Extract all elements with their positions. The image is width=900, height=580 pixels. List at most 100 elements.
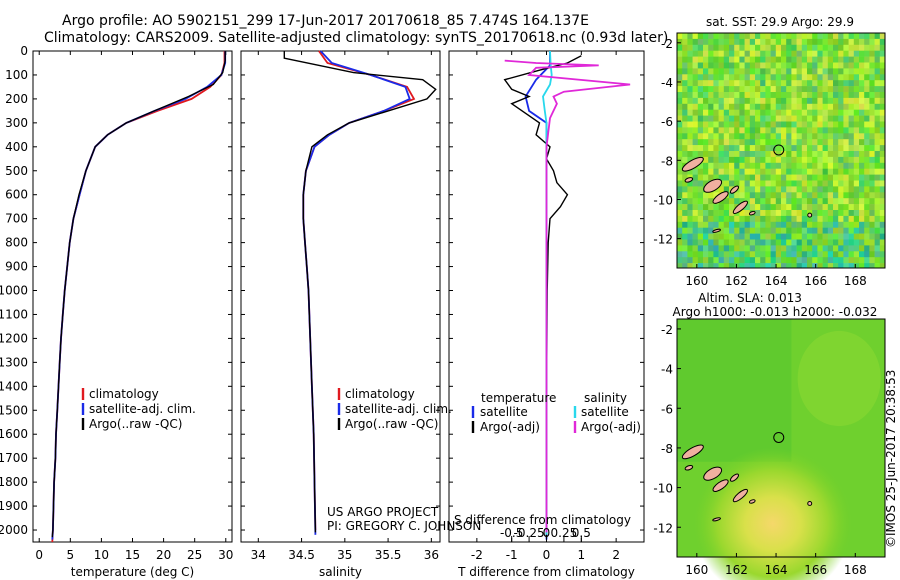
sst_map-cell — [843, 162, 849, 169]
sst_map-cell — [838, 251, 844, 258]
sst_map-cell — [874, 151, 881, 158]
sst_map-cell — [749, 50, 756, 57]
sla_map-field — [677, 319, 885, 580]
difference-stick-label: -0.5 — [500, 526, 523, 540]
sst_map-cell — [822, 62, 829, 69]
sst_map-cell — [796, 162, 803, 169]
sst_map-cell — [879, 210, 886, 217]
sst_map-cell — [864, 80, 870, 87]
sst_map-cell — [713, 139, 719, 146]
salinity-series-argo-raw-qc- — [283, 51, 437, 533]
sst_map-cell — [718, 245, 725, 252]
sst_map-cell — [781, 156, 787, 164]
sst_map-cell — [770, 80, 777, 87]
sst_map-cell — [739, 221, 745, 228]
sst_map-cell — [703, 121, 709, 128]
sst_map-cell — [703, 204, 709, 211]
sst_map-cell — [796, 180, 803, 187]
sst_map-cell — [723, 245, 730, 252]
sst_map-cell — [760, 127, 766, 134]
sst_map-cell — [853, 38, 860, 46]
sst_map-cell — [838, 62, 844, 69]
sst_map-cell — [848, 115, 855, 122]
sst_map-cell — [708, 227, 714, 234]
sst_map-cell — [739, 74, 745, 81]
temperature-xtick-label: 20 — [156, 548, 171, 562]
sst_map-cell — [827, 74, 834, 81]
sst_map-xtick-label: 160 — [685, 274, 708, 288]
sst_map-ytick-label: -8 — [661, 154, 673, 168]
sst_map-cell — [807, 127, 813, 134]
sst_map-cell — [708, 174, 714, 181]
sst_map-cell — [734, 151, 740, 158]
sst_map-cell — [682, 239, 688, 246]
sst_map-cell — [874, 227, 881, 234]
sst_map-cell — [817, 192, 823, 199]
sst_map-cell — [848, 97, 855, 105]
sst_map-cell — [791, 62, 797, 69]
sst_map-cell — [801, 145, 808, 152]
sst_map-cell — [682, 115, 688, 122]
sst_map-cell — [734, 227, 740, 234]
sst_map-cell — [833, 239, 839, 246]
sst_map-cell — [801, 62, 808, 69]
sst_map-cell — [807, 186, 813, 193]
sst_map-cell — [801, 56, 808, 63]
sst_map-cell — [781, 210, 787, 217]
sst_map-cell — [697, 221, 704, 228]
sst_map-cell — [687, 186, 693, 193]
sst_map-cell — [765, 86, 771, 93]
sst_map-cell — [879, 139, 886, 146]
sst_map-cell — [879, 145, 886, 152]
temperature-xtick-label: 25 — [187, 548, 202, 562]
sst_map-cell — [791, 127, 797, 134]
sst_map-cell — [869, 174, 875, 181]
sst_map-cell — [692, 62, 699, 69]
sst_map-cell — [869, 74, 875, 81]
sla_map-shade — [677, 319, 792, 462]
sst_map-cell — [729, 92, 735, 99]
sst_map-cell — [853, 62, 860, 69]
salinity-xtick-label: 34.5 — [288, 548, 315, 562]
sst_map-cell — [801, 50, 808, 57]
sst_map-cell — [692, 245, 699, 252]
sst_map-cell — [838, 145, 844, 152]
sst_map-cell — [807, 192, 813, 199]
sst_map-cell — [765, 38, 771, 46]
sst_map-cell — [687, 245, 693, 252]
sst_map-cell — [791, 92, 797, 99]
sst_map-cell — [791, 227, 797, 234]
sst_map-cell — [703, 115, 709, 122]
sst_map-cell — [755, 186, 761, 193]
sst_map-cell — [801, 109, 808, 116]
sst_map-cell — [677, 86, 683, 93]
sst_map-cell — [781, 62, 787, 69]
sst_map-cell — [697, 33, 704, 40]
sst_map-cell — [827, 198, 834, 205]
difference-xlabel: T difference from climatology — [457, 565, 635, 579]
sst_map-cell — [775, 133, 782, 140]
sst_map-cell — [853, 239, 860, 246]
sst_map-cell — [879, 204, 886, 211]
sst_map-cell — [739, 180, 745, 187]
sst_map-cell — [708, 97, 714, 105]
sst_map-cell — [864, 156, 870, 164]
sst_map-cell — [677, 127, 683, 134]
sst_map-cell — [729, 233, 735, 240]
sst_map-cell — [874, 62, 881, 69]
sst_map-cell — [833, 215, 839, 223]
sst_map-cell — [692, 92, 699, 99]
sst_map-cell — [833, 180, 839, 187]
sst_map-cell — [765, 103, 771, 110]
sst_map-cell — [812, 156, 818, 164]
sst_map-cell — [713, 204, 719, 211]
sst_map-cell — [801, 33, 808, 40]
sst_map-cell — [843, 33, 849, 40]
sst_map-cell — [692, 68, 699, 75]
sst_map-cell — [791, 257, 797, 264]
sst_map-cell — [833, 251, 839, 258]
sst_map-cell — [843, 215, 849, 223]
sst_map-cell — [807, 139, 813, 146]
sst_map-cell — [853, 80, 860, 87]
sst_map-cell — [807, 174, 813, 181]
